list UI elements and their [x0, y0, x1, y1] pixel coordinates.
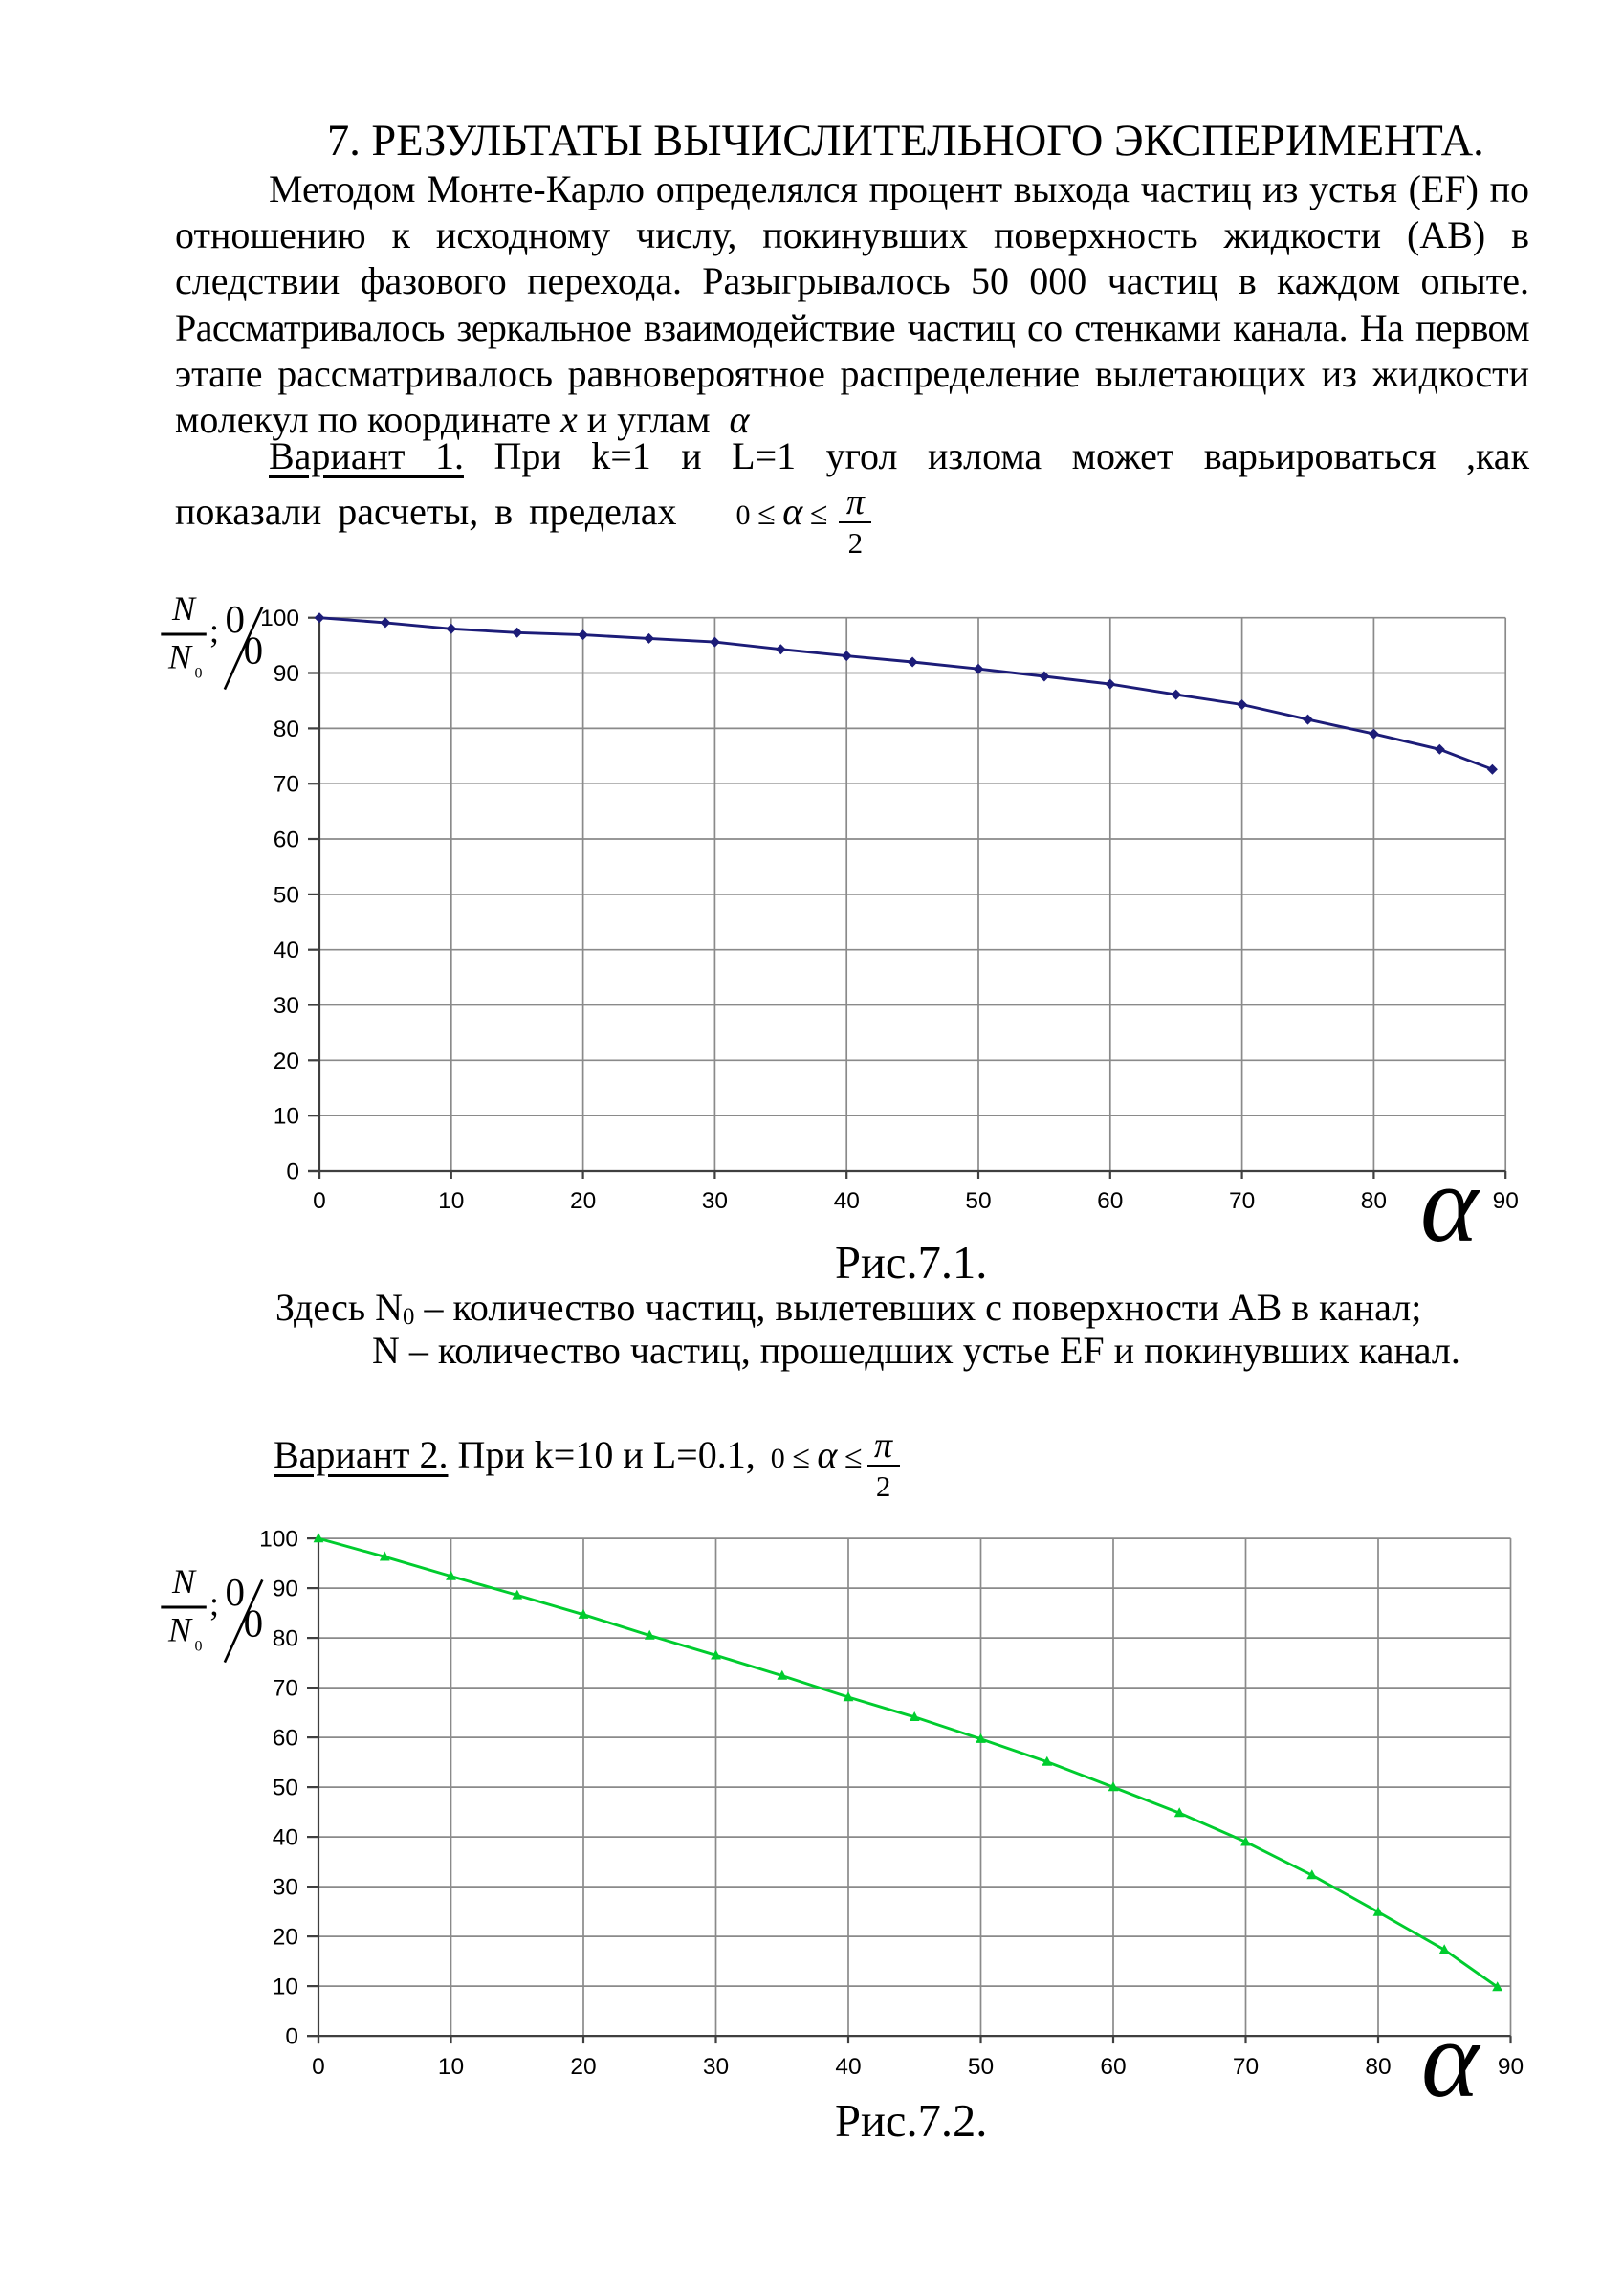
svg-text:α: α: [1420, 1143, 1480, 1263]
svg-text:N: N: [171, 589, 197, 628]
svg-text:20: 20: [570, 2054, 596, 2080]
svg-text:90: 90: [273, 1577, 298, 1602]
svg-text:0: 0: [312, 2054, 325, 2080]
svg-text:40: 40: [274, 938, 299, 963]
svg-text:50: 50: [274, 882, 299, 908]
svg-text:0: 0: [244, 1601, 264, 1645]
svg-text:30: 30: [274, 993, 299, 1019]
svg-text:90: 90: [274, 661, 299, 687]
svg-text:60: 60: [1097, 1188, 1123, 1214]
svg-text:100: 100: [259, 1527, 298, 1553]
svg-text:0: 0: [244, 629, 264, 673]
svg-text:60: 60: [1100, 2054, 1126, 2080]
svg-text:0: 0: [226, 597, 246, 641]
svg-text:10: 10: [438, 1188, 464, 1214]
svg-text:90: 90: [1498, 2054, 1524, 2080]
svg-text:70: 70: [1233, 2054, 1259, 2080]
svg-text:0: 0: [195, 1638, 203, 1654]
svg-text:0: 0: [285, 2024, 298, 2050]
svg-text:70: 70: [273, 1676, 298, 1702]
svg-text:70: 70: [274, 772, 299, 798]
svg-text:20: 20: [274, 1049, 299, 1074]
svg-text:N: N: [171, 1562, 197, 1601]
svg-text:;: ;: [209, 611, 219, 650]
svg-text:30: 30: [702, 1188, 728, 1214]
svg-text:50: 50: [273, 1776, 298, 1801]
svg-text:20: 20: [273, 1925, 298, 1951]
svg-text:60: 60: [274, 828, 299, 853]
svg-text:0: 0: [226, 1570, 246, 1614]
svg-text:α: α: [1421, 1998, 1481, 2120]
svg-text:80: 80: [1365, 2054, 1391, 2080]
svg-text:20: 20: [570, 1188, 596, 1214]
svg-text:0: 0: [195, 665, 203, 681]
svg-text:40: 40: [834, 1188, 860, 1214]
svg-text:;: ;: [209, 1584, 219, 1623]
svg-text:10: 10: [438, 2054, 464, 2080]
svg-text:40: 40: [273, 1825, 298, 1851]
svg-text:0: 0: [313, 1188, 326, 1214]
svg-text:50: 50: [968, 2054, 994, 2080]
svg-text:N: N: [167, 637, 193, 675]
svg-text:10: 10: [274, 1104, 299, 1130]
svg-text:90: 90: [1493, 1188, 1519, 1214]
svg-text:80: 80: [274, 717, 299, 742]
svg-text:10: 10: [273, 1975, 298, 2000]
svg-text:60: 60: [273, 1726, 298, 1752]
svg-text:80: 80: [273, 1626, 298, 1652]
svg-text:40: 40: [835, 2054, 861, 2080]
svg-text:70: 70: [1229, 1188, 1255, 1214]
svg-text:30: 30: [273, 1875, 298, 1901]
svg-text:80: 80: [1361, 1188, 1387, 1214]
svg-text:50: 50: [965, 1188, 991, 1214]
svg-text:0: 0: [286, 1159, 299, 1185]
svg-text:100: 100: [260, 606, 299, 631]
svg-text:N: N: [167, 1610, 193, 1648]
svg-text:30: 30: [703, 2054, 729, 2080]
